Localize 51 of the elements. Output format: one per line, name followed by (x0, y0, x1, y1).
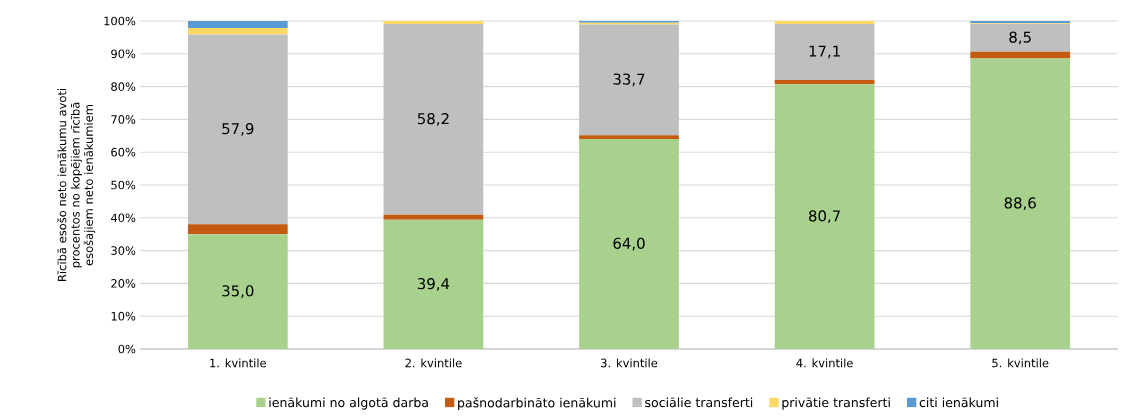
legend-label: privātie transferti (782, 397, 890, 410)
data-label: 33,7 (613, 73, 645, 87)
bar (383, 23, 484, 215)
x-tick-label: 3. kvintile (601, 358, 658, 368)
data-label: 57,9 (222, 123, 254, 136)
y-tick-label: 70% (111, 115, 136, 124)
y-tick-label: 30% (111, 246, 136, 255)
y-tick-label: 80% (111, 82, 136, 91)
data-label: 35,0 (222, 285, 254, 299)
bar (187, 27, 288, 35)
x-tick-label: 1. kvintile (210, 358, 266, 368)
bar (774, 84, 875, 349)
legend-label: citi ienākumi (919, 397, 998, 408)
data-label: 88,6 (1004, 197, 1036, 211)
legend-label: pašnodarbināto ienākumi (458, 397, 616, 410)
bar (383, 21, 484, 24)
bar (579, 135, 679, 140)
bar (187, 224, 288, 235)
x-tick-label: 4. kvintile (796, 358, 853, 368)
data-label: 17,1 (809, 45, 840, 59)
y-tick-label: 50% (111, 180, 136, 190)
y-tick-label: 20% (111, 279, 136, 288)
bar (774, 80, 875, 85)
bar (970, 23, 1071, 52)
bar (187, 234, 288, 349)
y-tick-label: 0% (118, 344, 136, 354)
y-axis-title: Rīcībā esošo neto ienākumu avoti procentos no kopējiem rīcībā esošajiem neto ienākumiem (57, 88, 96, 281)
bar (579, 24, 679, 136)
legend-label: ienākumi no algotā darba (269, 397, 428, 410)
x-tick-label: 5. kvintile (992, 358, 1049, 368)
data-label: 80,7 (808, 210, 840, 224)
bar (970, 51, 1071, 59)
bar (383, 219, 484, 349)
y-tick-label: 90% (111, 49, 136, 59)
data-label: 39,4 (417, 277, 450, 291)
bar (774, 21, 875, 24)
bar (970, 58, 1071, 349)
y-tick-label: 40% (111, 213, 136, 223)
bar (187, 21, 288, 28)
y-tick-label: 60% (111, 147, 136, 157)
bar (579, 139, 679, 349)
y-tick-label: 10% (111, 311, 136, 321)
bar (187, 34, 288, 225)
bar (774, 23, 875, 81)
bar (383, 214, 484, 220)
y-tick-label: 100% (104, 16, 136, 26)
legend-label: sociālie transferti (645, 397, 753, 408)
data-label: 58,2 (417, 112, 449, 126)
data-label: 64,0 (613, 237, 645, 251)
data-label: 8,5 (1009, 31, 1031, 45)
x-tick-label: 2. kvintile (405, 358, 462, 368)
